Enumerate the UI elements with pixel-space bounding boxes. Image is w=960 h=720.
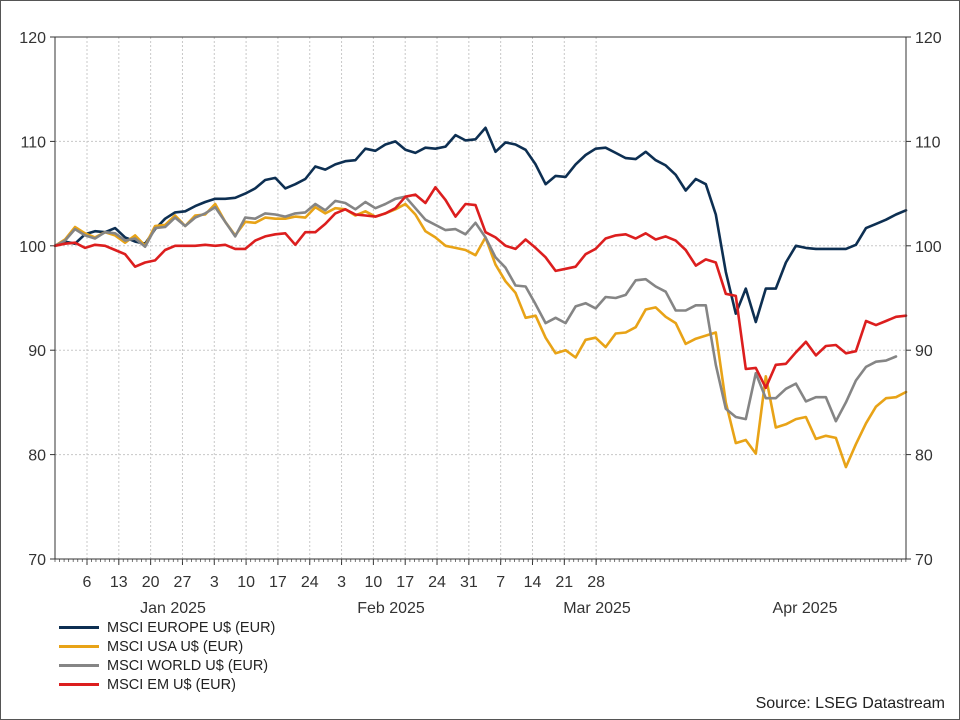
x-tick-label: 24	[301, 574, 319, 591]
legend-label: MSCI WORLD U$ (EUR)	[107, 657, 269, 674]
x-tick-label: 24	[428, 574, 446, 591]
x-tick-label: 17	[396, 574, 414, 591]
x-tick-label: 10	[364, 574, 382, 591]
x-tick-label: 7	[496, 574, 505, 591]
x-tick-label: 21	[555, 574, 573, 591]
legend-swatch	[59, 645, 99, 648]
y-tick-label: 120	[915, 30, 942, 47]
y-tick-label: 100	[915, 239, 942, 256]
plot-border	[54, 36, 907, 560]
legend-item: MSCI USA U$ (EUR)	[59, 637, 275, 656]
legend-swatch	[59, 664, 99, 667]
x-tick-label: 3	[210, 574, 219, 591]
y-tick-label: 120	[19, 30, 46, 47]
x-tick-label: 6	[83, 574, 92, 591]
x-month-label: Apr 2025	[773, 600, 838, 617]
series-lines	[53, 126, 908, 469]
series-line	[53, 195, 898, 423]
y-tick-label: 80	[28, 448, 46, 465]
series-line	[53, 202, 908, 469]
x-tick-label: 31	[460, 574, 478, 591]
y-axis-right: 70 80 90 100 110 120	[906, 30, 942, 569]
legend-label: MSCI EM U$ (EUR)	[107, 676, 236, 693]
series-line	[53, 186, 908, 390]
x-tick-label: 13	[110, 574, 128, 591]
x-tick-label: 20	[142, 574, 160, 591]
x-tick-label: 3	[337, 574, 346, 591]
x-axis: 6 13 20 27 3 10 17 24 3 10 17 24 31 7 14 21 28 Jan 2025 Fe…	[54, 559, 907, 617]
x-month-label: Mar 2025	[563, 600, 631, 617]
legend-item: MSCI EM U$ (EUR)	[59, 675, 275, 694]
legend: MSCI EUROPE U$ (EUR) MSCI USA U$ (EUR) M…	[59, 618, 275, 694]
x-tick-label: 28	[587, 574, 605, 591]
legend-label: MSCI EUROPE U$ (EUR)	[107, 619, 276, 636]
y-tick-label: 70	[915, 552, 933, 569]
legend-label: MSCI USA U$ (EUR)	[107, 638, 244, 655]
x-tick-label: 14	[524, 574, 542, 591]
x-tick-label: 17	[269, 574, 287, 591]
legend-swatch	[59, 626, 99, 629]
y-tick-label: 80	[915, 448, 933, 465]
legend-swatch	[59, 683, 99, 686]
legend-item: MSCI WORLD U$ (EUR)	[59, 656, 275, 675]
y-axis-left: 70 80 90 100 110 120	[19, 30, 55, 569]
source-note: Source: LSEG Datastream	[755, 695, 945, 712]
y-tick-label: 90	[915, 343, 933, 360]
y-tick-label: 110	[20, 134, 46, 151]
legend-item: MSCI EUROPE U$ (EUR)	[59, 618, 275, 637]
x-tick-label: 10	[237, 574, 255, 591]
x-month-label: Feb 2025	[357, 600, 425, 617]
series-line	[53, 126, 908, 324]
y-tick-label: 70	[28, 552, 46, 569]
y-tick-label: 110	[915, 134, 941, 151]
x-tick-label: 27	[174, 574, 192, 591]
y-tick-label: 100	[19, 239, 46, 256]
x-month-label: Jan 2025	[140, 600, 206, 617]
grid-lines	[55, 36, 906, 560]
y-tick-label: 90	[28, 343, 46, 360]
